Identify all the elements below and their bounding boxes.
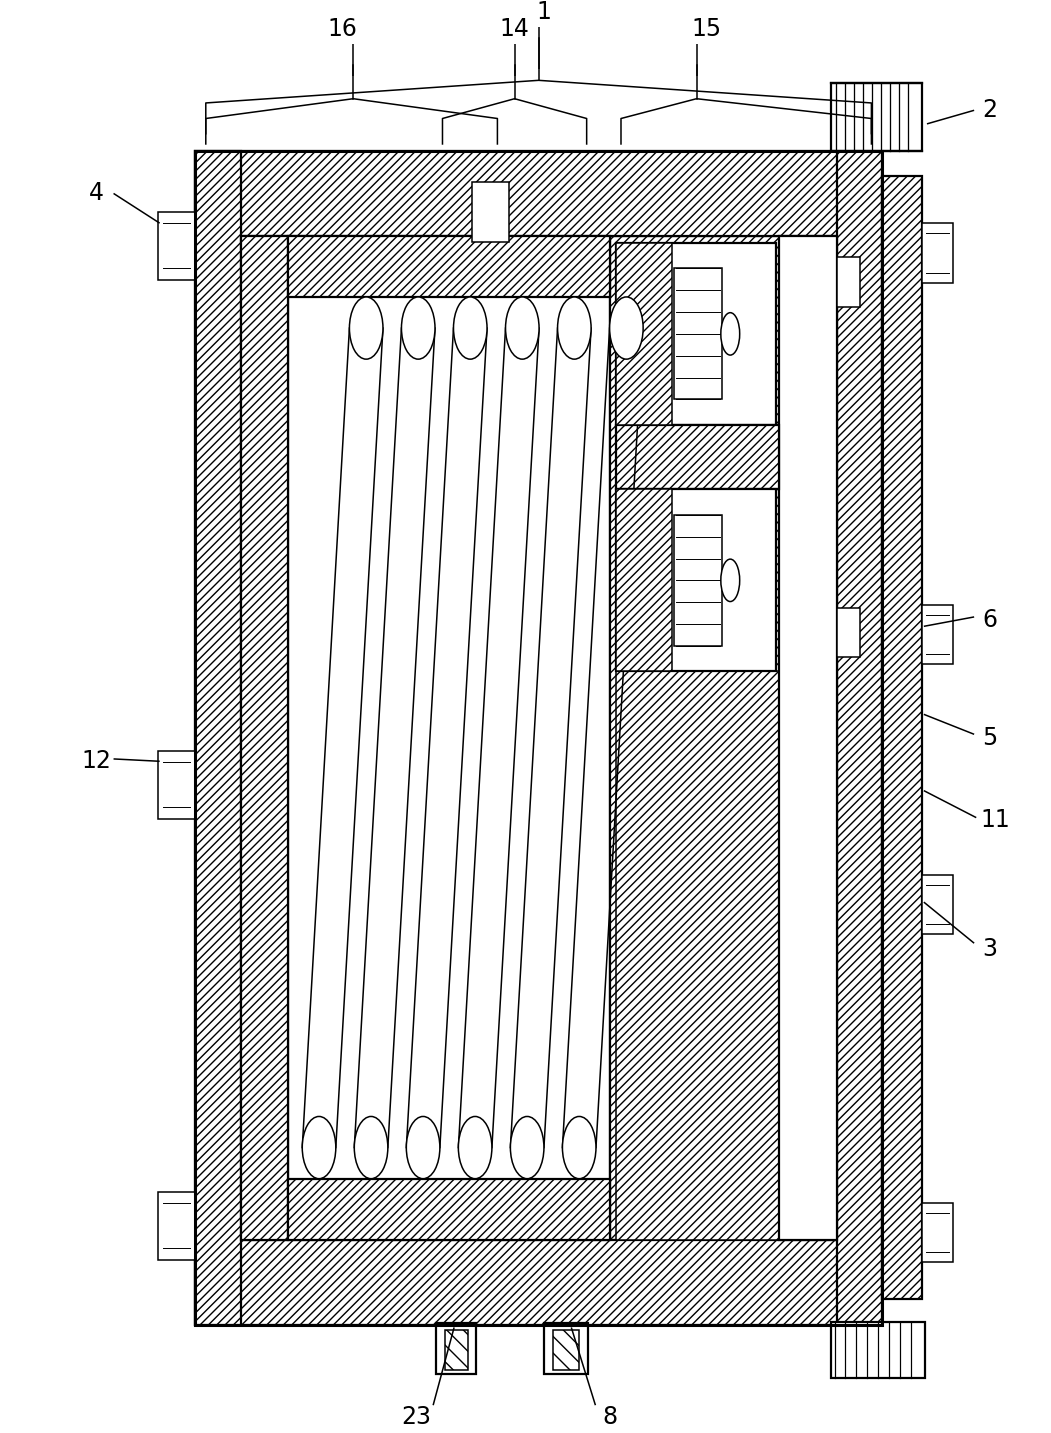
Bar — [195, 150, 882, 1324]
Ellipse shape — [458, 1116, 492, 1179]
Bar — [837, 150, 882, 1324]
Text: 4: 4 — [89, 182, 104, 205]
Bar — [616, 244, 776, 424]
Text: 15: 15 — [692, 17, 722, 42]
Bar — [288, 1179, 611, 1240]
Ellipse shape — [562, 1116, 596, 1179]
Ellipse shape — [407, 1116, 440, 1179]
Bar — [616, 490, 776, 671]
Bar — [158, 212, 195, 279]
Text: 23: 23 — [401, 1404, 431, 1429]
Text: 1: 1 — [536, 0, 552, 24]
Bar — [837, 257, 860, 307]
Bar — [472, 182, 510, 242]
Bar — [158, 751, 195, 818]
Bar — [922, 1202, 953, 1262]
Text: 5: 5 — [983, 725, 997, 749]
Ellipse shape — [354, 1116, 388, 1179]
Bar — [882, 176, 922, 1300]
Bar — [922, 605, 953, 665]
Ellipse shape — [349, 297, 383, 360]
Bar — [616, 424, 779, 490]
Bar — [436, 1323, 476, 1374]
Bar — [288, 236, 611, 1240]
Text: 3: 3 — [983, 937, 997, 962]
Bar — [922, 874, 953, 934]
Ellipse shape — [558, 297, 591, 360]
Bar — [241, 236, 288, 1240]
Bar — [674, 268, 722, 400]
Text: 14: 14 — [499, 17, 530, 42]
Bar — [195, 1240, 882, 1324]
Bar — [831, 1321, 925, 1379]
Text: 6: 6 — [983, 609, 997, 632]
Ellipse shape — [506, 297, 539, 360]
Bar — [837, 608, 860, 658]
Bar — [616, 671, 779, 1240]
Ellipse shape — [721, 312, 740, 355]
Text: 8: 8 — [602, 1404, 618, 1429]
Ellipse shape — [453, 297, 487, 360]
Bar — [445, 1330, 468, 1370]
Bar — [779, 236, 837, 1240]
Bar — [616, 490, 672, 671]
Bar — [922, 224, 953, 282]
Ellipse shape — [511, 1116, 544, 1179]
Text: 2: 2 — [983, 99, 997, 122]
Ellipse shape — [610, 297, 643, 360]
Ellipse shape — [721, 559, 740, 602]
Bar — [195, 150, 882, 236]
Bar — [195, 150, 241, 1324]
Text: 12: 12 — [82, 749, 111, 774]
Text: 16: 16 — [328, 17, 357, 42]
Ellipse shape — [401, 297, 435, 360]
Ellipse shape — [303, 1116, 335, 1179]
Text: 11: 11 — [981, 808, 1010, 833]
Bar — [831, 83, 922, 150]
Bar — [158, 1192, 195, 1260]
Bar — [611, 236, 837, 1240]
Bar — [674, 514, 722, 646]
Bar — [288, 236, 611, 297]
Bar — [616, 244, 672, 424]
Bar — [554, 1330, 579, 1370]
Bar — [544, 1323, 589, 1374]
